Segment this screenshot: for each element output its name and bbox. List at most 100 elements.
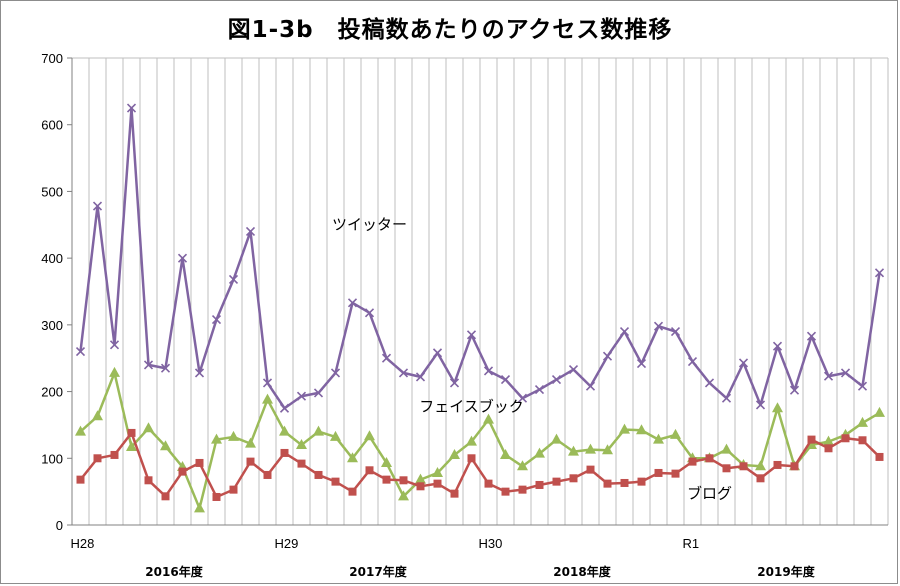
data-point: [381, 456, 392, 467]
y-tick-label: 100: [41, 451, 63, 466]
data-point: [194, 502, 205, 513]
data-point: [279, 425, 290, 436]
data-point: [484, 479, 493, 488]
data-point: [245, 437, 256, 448]
data-point: [450, 489, 459, 498]
data-point: [280, 448, 289, 457]
data-point: [551, 433, 562, 444]
data-point: [671, 469, 680, 478]
data-point: [330, 430, 341, 441]
data-point: [534, 385, 545, 395]
data-point: [585, 381, 596, 391]
period-label: 2019年度: [757, 564, 815, 579]
data-point: [229, 485, 238, 494]
data-point: [670, 428, 681, 439]
data-point: [211, 433, 222, 444]
period-label: 2017年度: [349, 564, 407, 579]
data-point: [211, 314, 222, 325]
data-point: [399, 476, 408, 485]
data-point: [365, 466, 374, 475]
period-label: 2018年度: [553, 564, 611, 579]
data-point: [331, 477, 340, 486]
data-point: [807, 435, 816, 444]
data-point: [262, 378, 273, 388]
data-point: [755, 460, 766, 471]
data-point: [126, 103, 137, 113]
data-point: [874, 406, 885, 417]
data-point: [126, 440, 137, 451]
data-point: [586, 465, 595, 474]
data-point: [738, 358, 749, 368]
data-point: [483, 413, 494, 424]
data-point: [637, 477, 646, 486]
data-point: [602, 351, 613, 361]
data-point: [127, 428, 136, 437]
data-point: [449, 378, 460, 388]
data-point: [160, 363, 171, 373]
data-point: [858, 436, 867, 445]
y-tick-label: 400: [41, 251, 63, 266]
data-point: [585, 443, 596, 454]
data-point: [501, 487, 510, 496]
series-layer: [75, 103, 885, 513]
data-point: [398, 368, 409, 378]
series-label: ブログ: [687, 484, 732, 502]
data-point: [619, 423, 630, 434]
data-point: [76, 475, 85, 484]
data-point: [466, 435, 477, 446]
data-point: [160, 440, 171, 451]
data-point: [841, 434, 850, 443]
data-point: [432, 348, 443, 358]
data-point: [364, 308, 375, 318]
data-point: [296, 438, 307, 449]
data-point: [195, 458, 204, 467]
data-point: [75, 346, 86, 357]
data-point: [415, 473, 426, 484]
data-point: [704, 378, 715, 388]
data-point: [433, 479, 442, 488]
data-point: [806, 331, 817, 341]
data-point: [381, 353, 392, 363]
data-point: [330, 368, 341, 378]
data-point: [551, 374, 562, 385]
data-point: [109, 340, 120, 350]
data-point: [109, 366, 120, 377]
data-point: [500, 448, 511, 459]
data-point: [93, 454, 102, 463]
data-point: [619, 326, 630, 337]
data-point: [228, 430, 239, 441]
data-point: [449, 448, 460, 459]
data-point: [314, 470, 323, 479]
data-point: [535, 480, 544, 489]
data-point: [840, 368, 851, 378]
data-point: [670, 326, 681, 337]
data-point: [636, 358, 647, 369]
data-point: [755, 400, 766, 410]
data-point: [212, 492, 221, 501]
data-point: [636, 424, 647, 435]
data-point: [568, 364, 579, 375]
data-point: [806, 438, 817, 449]
data-point: [653, 433, 664, 444]
period-label: 2016年度: [145, 564, 203, 579]
data-point: [382, 475, 391, 484]
data-point: [161, 492, 170, 501]
y-tick-label: 600: [41, 118, 63, 133]
y-tick-label: 700: [41, 51, 63, 66]
grid-layer: [71, 57, 889, 525]
data-point: [790, 462, 799, 471]
data-point: [177, 253, 188, 263]
data-point: [722, 464, 731, 473]
data-point: [534, 447, 545, 458]
data-point: [92, 410, 103, 421]
series-label: フェイスブック: [419, 398, 524, 416]
data-point: [500, 374, 511, 385]
data-point: [789, 385, 800, 395]
data-point: [279, 403, 290, 413]
data-point: [432, 466, 443, 477]
x-tick-label: H28: [71, 536, 95, 551]
data-point: [705, 454, 714, 463]
series-group: [75, 103, 885, 413]
